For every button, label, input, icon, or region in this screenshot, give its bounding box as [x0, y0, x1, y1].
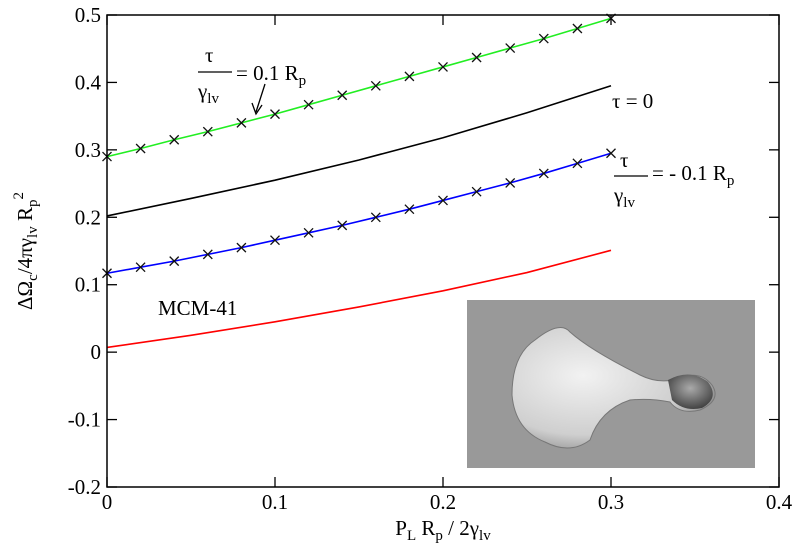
annotation-denominator: γlv	[197, 79, 219, 107]
annotation-text: γ	[613, 183, 623, 207]
y-tick-label: 0.3	[75, 138, 101, 162]
marker	[370, 212, 381, 223]
inset	[467, 300, 755, 468]
axis-label-part: lv	[25, 226, 41, 238]
series-line	[106, 85, 612, 217]
marker	[236, 242, 247, 253]
annotation: τ γlv = - 0.1 Rp	[613, 148, 734, 211]
marker	[169, 256, 180, 267]
annotation-sub: lv	[623, 195, 635, 211]
marker	[303, 99, 314, 110]
annotation-text: γ	[197, 79, 207, 103]
inset-shape	[511, 327, 716, 449]
marker	[438, 195, 448, 206]
annotation-sub: lv	[207, 91, 219, 107]
marker	[572, 23, 583, 34]
marker	[270, 235, 280, 246]
y-tick-label: 0.5	[75, 3, 101, 27]
axis-label-part: p	[435, 528, 443, 544]
annotation-text: = 0.1 Rp	[236, 61, 306, 89]
marker	[337, 220, 348, 231]
inset-shape-end	[668, 374, 713, 409]
annotation-text: = - 0.1 R	[652, 161, 727, 185]
marker	[572, 158, 583, 169]
y-tick-label: 0	[91, 340, 102, 364]
axis-label-part: L	[407, 528, 416, 544]
marker	[606, 148, 616, 159]
marker	[202, 249, 213, 260]
plot-frame	[106, 14, 780, 488]
y-tick-label: -0.1	[68, 408, 101, 432]
axis-label-part: p	[25, 200, 41, 208]
annotation-arrowhead	[251, 102, 263, 116]
marker	[303, 227, 314, 238]
marker	[236, 117, 247, 128]
marker	[370, 80, 381, 91]
axis-label-part: /4πγ	[13, 238, 37, 274]
marker	[169, 134, 180, 145]
marker	[135, 143, 146, 154]
series-line	[106, 152, 612, 275]
marker	[471, 52, 482, 63]
annotation-denominator: γlv	[613, 183, 635, 211]
annotation-numerator: τ	[620, 148, 628, 172]
marker	[270, 109, 280, 120]
annotation-text: = 0.1 R	[236, 61, 299, 85]
annotation-numerator: τ	[205, 43, 213, 67]
marker	[337, 90, 348, 101]
marker	[404, 71, 415, 82]
marker	[538, 168, 549, 179]
annotation-text: τ = 0	[612, 89, 653, 113]
y-tick-label: 0.2	[75, 205, 101, 229]
axis-label-part: R	[416, 516, 435, 540]
axis-label-part: / 2γ	[443, 516, 479, 540]
axis-label-part: 2	[11, 192, 27, 200]
x-axis-label: PL Rp / 2γlv	[395, 516, 491, 544]
marker	[505, 177, 516, 188]
marker	[135, 262, 146, 273]
x-tick-label: 0.2	[430, 490, 456, 514]
marker	[202, 126, 213, 137]
y-axis-label: ΔΩc/4πγlv Rp2	[11, 192, 41, 310]
axis-label-part: ΔΩ	[13, 281, 37, 310]
y-tick-label: 0.1	[75, 273, 101, 297]
marker	[438, 61, 448, 72]
marker	[505, 43, 516, 53]
axis-label-part: P	[395, 516, 407, 540]
annotation-sub: p	[727, 173, 735, 189]
y-tick-label: 0.4	[75, 70, 102, 94]
y-tick-label: -0.2	[68, 475, 101, 499]
x-tick-label: 0.1	[262, 490, 288, 514]
annotation-sub: p	[299, 73, 307, 89]
axis-label-part: R	[13, 207, 37, 226]
marker	[404, 204, 415, 215]
annotation-text: MCM-41	[158, 296, 237, 320]
series-line	[106, 249, 612, 349]
x-tick-label: 0.4	[766, 490, 793, 514]
marker	[538, 33, 549, 44]
series-line	[106, 17, 612, 158]
x-tick-label: 0.3	[598, 490, 624, 514]
axis-label-part: lv	[479, 528, 491, 544]
annotation-arrow	[255, 83, 266, 113]
axis-label-part: c	[25, 274, 41, 281]
marker	[471, 186, 482, 197]
x-tick-label: 0	[102, 490, 113, 514]
annotation-text: = - 0.1 Rp	[652, 161, 734, 189]
annotation: τ γlv = 0.1 Rp	[197, 43, 306, 116]
